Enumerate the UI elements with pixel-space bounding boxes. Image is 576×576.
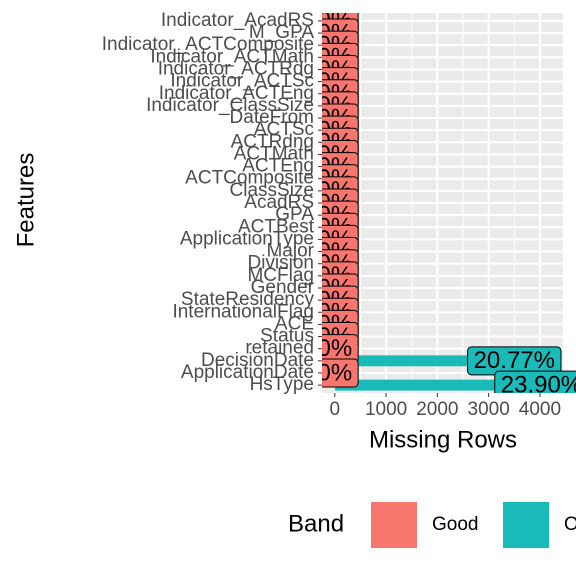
y-tick-label: AcadRS	[244, 192, 314, 213]
y-tick-label: MCFlag	[247, 265, 314, 286]
value-label-text: 20.77%	[474, 347, 555, 374]
y-tick-label: InternationalFlag	[172, 301, 314, 322]
y-tick-label: Gender	[251, 277, 315, 298]
y-tick-label: M_GPA	[249, 22, 314, 43]
x-tick-label: 4000	[519, 399, 561, 420]
bar	[334, 379, 542, 391]
y-tick-label: Indicator_ClassSize	[146, 95, 314, 116]
y-tick-label: HsType	[250, 374, 314, 395]
value-label-box	[494, 370, 576, 393]
y-tick-label: ACTSc	[254, 119, 314, 140]
y-tick-label: ACTComposite	[185, 168, 314, 189]
legend-title: Band	[288, 510, 344, 537]
y-tick-label: ClassSize	[230, 180, 314, 201]
y-tick-label: retained	[245, 338, 314, 359]
x-tick-label: 1000	[365, 399, 407, 420]
value-label-text: 0%	[317, 359, 352, 386]
y-tick-label: ApplicationDate	[181, 362, 314, 383]
value-label-box	[322, 358, 359, 388]
y-tick-label: StateResidency	[181, 289, 315, 310]
value-label-text: 0%	[317, 335, 352, 362]
value-label: 20.77%	[467, 346, 562, 376]
y-tick-label: ACTBest	[238, 216, 315, 237]
y-tick-label: ACE	[275, 313, 314, 334]
y-tick-label: ApplicationType	[180, 228, 314, 249]
y-tick-label: Indicator_ACTComposite	[102, 34, 314, 55]
x-tick-label: 3000	[468, 399, 510, 420]
y-tick-label: ACTMath	[234, 143, 314, 164]
y-tick-label: GPA	[275, 204, 314, 225]
legend-key	[371, 502, 417, 548]
y-tick-label: Division	[247, 253, 314, 274]
legend-label: OK	[564, 514, 576, 535]
x-axis-title: Missing Rows	[369, 426, 517, 453]
x-tick-label: 2000	[416, 399, 458, 420]
y-tick-label: Major	[266, 241, 314, 262]
y-axis-title: Features	[12, 153, 39, 248]
y-tick-label: ACTRdng	[231, 131, 314, 152]
x-tick-label: 0	[330, 399, 341, 420]
y-tick-label: DecisionDate	[201, 350, 314, 371]
legend-key	[503, 502, 549, 548]
y-tick-label: Status	[260, 326, 314, 347]
y-tick-label: Indicator_ACTEng	[159, 83, 314, 104]
y-tick-label: ACTEng	[242, 156, 314, 177]
y-tick-label: Indicator_ACTRdg	[158, 58, 314, 79]
legend-label: Good	[432, 514, 478, 535]
value-label-text: 23.90%	[501, 371, 576, 398]
value-label: 23.90%	[494, 370, 576, 398]
bar	[334, 355, 515, 367]
y-tick-label: DateFrom	[230, 107, 314, 128]
y-tick-label: Indicator_ACTSc	[170, 71, 314, 92]
y-tick-label: Indicator_ACTMath	[150, 46, 314, 67]
value-label: 0%	[317, 358, 359, 388]
y-tick-label: Indicator_AcadRS	[161, 10, 314, 31]
